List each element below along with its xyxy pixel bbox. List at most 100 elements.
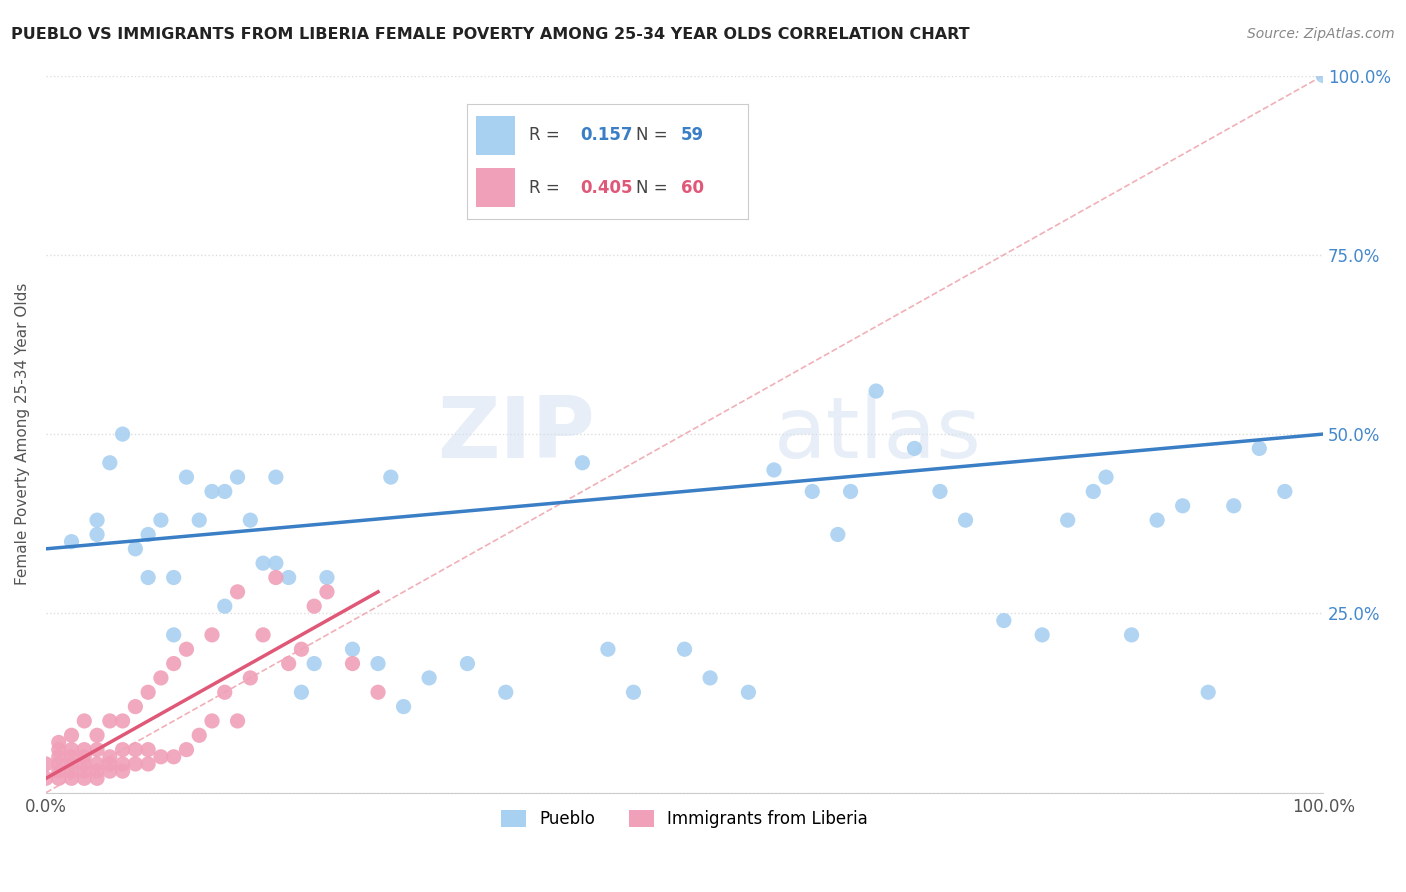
Point (1095, 470, 1118, 484)
Point (495, 685, 517, 699)
Point (596, 642, 619, 657)
Point (392, 699, 415, 714)
Point (111, 714, 134, 728)
Point (60, 756, 83, 771)
Point (60, 742, 83, 756)
Point (111, 742, 134, 756)
Point (1249, 442, 1271, 456)
Point (98, 456, 121, 470)
Point (252, 556, 274, 570)
Point (86, 513, 108, 527)
Point (1312, 69, 1334, 83)
Point (86, 527, 108, 541)
Point (176, 470, 198, 484)
Point (316, 585, 339, 599)
Point (98, 714, 121, 728)
Point (801, 484, 824, 499)
Point (136, 742, 159, 756)
Point (188, 513, 211, 527)
Point (239, 671, 262, 685)
Point (48, 735, 70, 749)
Point (35, 772, 58, 786)
Point (201, 714, 224, 728)
Point (111, 764, 134, 779)
Point (98, 764, 121, 779)
Point (367, 657, 389, 671)
Point (149, 671, 172, 685)
Text: Source: ZipAtlas.com: Source: ZipAtlas.com (1247, 27, 1395, 41)
Point (290, 642, 312, 657)
Point (1274, 484, 1296, 499)
Point (124, 541, 146, 556)
Point (86, 772, 108, 786)
Point (252, 628, 274, 642)
Point (226, 585, 249, 599)
Point (149, 749, 172, 764)
Point (302, 599, 325, 614)
Point (1056, 513, 1078, 527)
Point (188, 728, 211, 742)
Point (176, 742, 198, 756)
Point (827, 527, 849, 541)
Point (48, 772, 70, 786)
Point (86, 728, 108, 742)
Point (124, 699, 146, 714)
Point (737, 685, 759, 699)
Point (111, 756, 134, 771)
Point (993, 614, 1015, 628)
Point (456, 657, 478, 671)
Point (839, 484, 862, 499)
Text: atlas: atlas (773, 392, 981, 475)
Point (86, 742, 108, 756)
Point (277, 570, 299, 584)
Point (316, 570, 339, 584)
Point (1222, 499, 1244, 513)
Point (163, 749, 186, 764)
Point (86, 764, 108, 779)
Point (214, 484, 236, 499)
Point (73, 756, 96, 771)
Point (86, 756, 108, 771)
Point (418, 671, 440, 685)
Point (48, 749, 70, 764)
Y-axis label: Female Poverty Among 25-34 Year Olds: Female Poverty Among 25-34 Year Olds (15, 283, 30, 585)
Point (264, 570, 287, 584)
Point (264, 556, 287, 570)
Point (176, 642, 198, 657)
Point (903, 442, 925, 456)
Point (60, 772, 83, 786)
Point (955, 513, 977, 527)
Point (302, 657, 325, 671)
Point (623, 685, 645, 699)
Text: PUEBLO VS IMMIGRANTS FROM LIBERIA FEMALE POVERTY AMONG 25-34 YEAR OLDS CORRELATI: PUEBLO VS IMMIGRANTS FROM LIBERIA FEMALE… (11, 27, 970, 42)
Point (73, 714, 96, 728)
Point (48, 756, 70, 771)
Point (1197, 685, 1219, 699)
Point (1083, 484, 1105, 499)
Point (929, 484, 952, 499)
Point (201, 484, 224, 499)
Legend: Pueblo, Immigrants from Liberia: Pueblo, Immigrants from Liberia (495, 803, 875, 835)
Point (1146, 513, 1168, 527)
Point (226, 470, 249, 484)
Point (380, 470, 402, 484)
Point (136, 570, 159, 584)
Point (214, 685, 236, 699)
Point (571, 456, 593, 470)
Point (214, 599, 236, 614)
Point (1031, 628, 1053, 642)
Point (98, 756, 121, 771)
Point (136, 756, 159, 771)
Text: ZIP: ZIP (437, 392, 595, 475)
Point (1121, 628, 1143, 642)
Point (239, 513, 262, 527)
Point (136, 685, 159, 699)
Point (699, 671, 721, 685)
Point (48, 764, 70, 779)
Point (762, 463, 785, 477)
Point (48, 742, 70, 756)
Point (1171, 499, 1194, 513)
Point (277, 657, 299, 671)
Point (98, 749, 121, 764)
Point (342, 642, 364, 657)
